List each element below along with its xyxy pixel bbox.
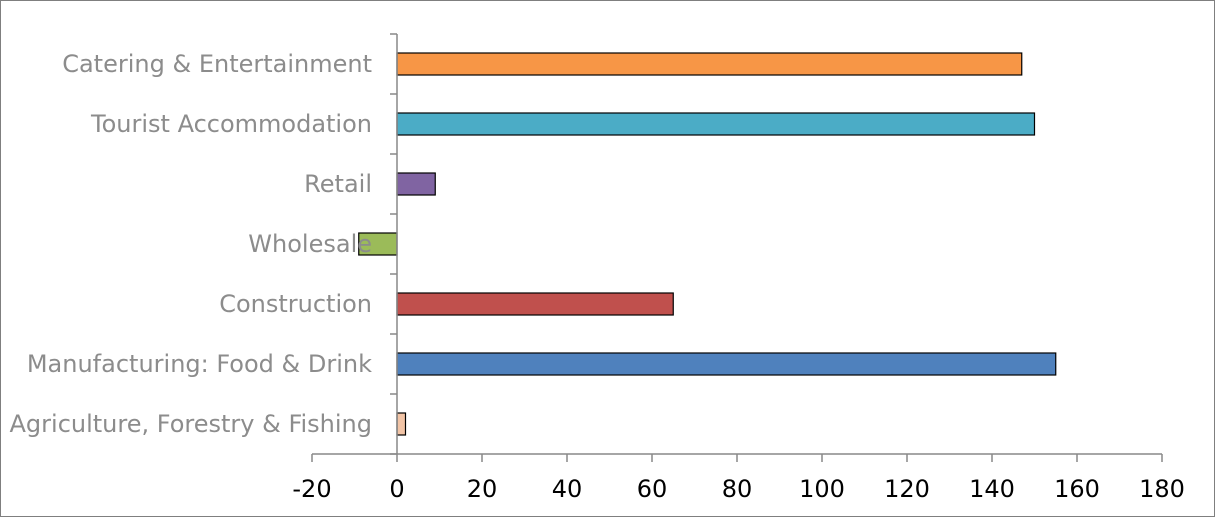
x-tick-label: 180 (1139, 475, 1185, 503)
bar-construction (396, 292, 674, 316)
x-tick-label: 140 (969, 475, 1015, 503)
ticks-layer (311, 33, 1163, 462)
x-tick-label: 60 (637, 475, 668, 503)
category-label-tourist-accommodation: Tourist Accommodation (90, 110, 372, 138)
x-tick-label: 0 (389, 475, 404, 503)
x-tick-label: 80 (722, 475, 753, 503)
bars-layer (358, 52, 1057, 436)
bar-manufacturing-food-drink (396, 352, 1057, 376)
category-label-wholesale: Wholesale (248, 230, 372, 258)
x-tick-label: 40 (552, 475, 583, 503)
category-label-catering-entertainment: Catering & Entertainment (62, 50, 372, 78)
x-tick-label: 120 (884, 475, 930, 503)
bar-agriculture-forestry-fishing (396, 412, 407, 436)
category-label-retail: Retail (304, 170, 372, 198)
category-label-manufacturing-food-drink: Manufacturing: Food & Drink (27, 350, 372, 378)
bar-retail (396, 172, 436, 196)
bar-catering-entertainment (396, 52, 1023, 76)
x-tick-label: -20 (292, 475, 331, 503)
labels-layer: Catering & Entertainment Tourist Accommod… (10, 50, 1185, 503)
category-label-construction: Construction (219, 290, 372, 318)
bar-tourist-accommodation (396, 112, 1036, 136)
category-label-agriculture-forestry-fishing: Agriculture, Forestry & Fishing (10, 410, 373, 438)
x-tick-label: 100 (799, 475, 845, 503)
x-tick-label: 160 (1054, 475, 1100, 503)
x-tick-label: 20 (467, 475, 498, 503)
axes (312, 34, 1162, 455)
